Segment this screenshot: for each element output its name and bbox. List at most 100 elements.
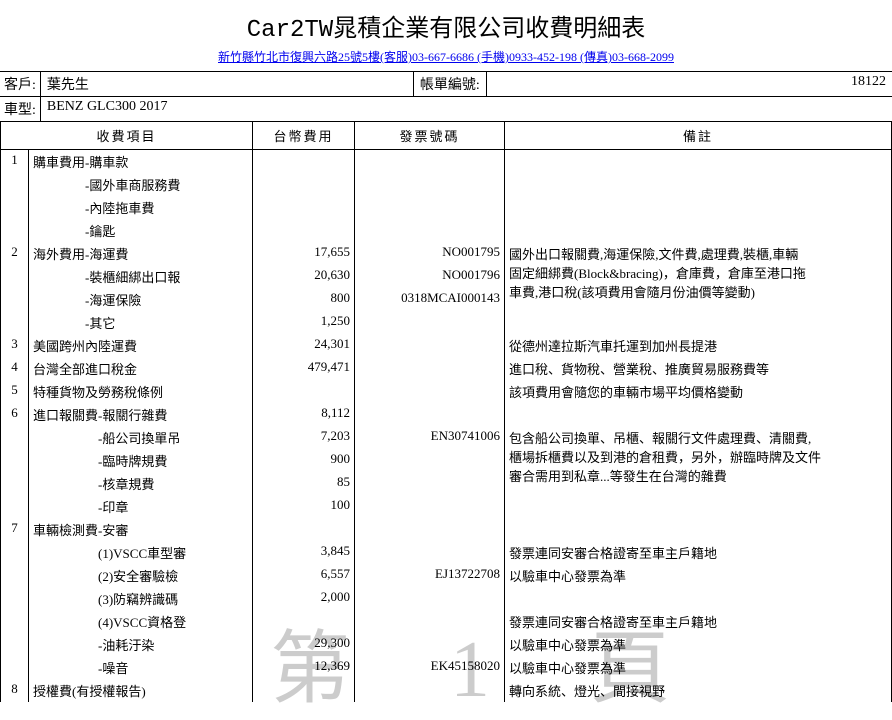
row-item: -裝櫃細綁出口報 — [29, 265, 253, 288]
row-invoice — [355, 449, 505, 472]
row-note — [505, 219, 892, 242]
row-item: -臨時牌規費 — [29, 449, 253, 472]
table-row: -內陸拖車費 — [1, 196, 892, 219]
row-invoice — [355, 610, 505, 633]
table-row: 2海外費用-海運費17,655NO001795國外出口報關費,海運保險,文件費,… — [1, 242, 892, 265]
row-amount: 12,369 — [253, 656, 355, 679]
row-note — [505, 403, 892, 426]
row-item: -國外車商服務費 — [29, 173, 253, 196]
row-amount — [253, 219, 355, 242]
row-invoice — [355, 196, 505, 219]
table-row: (1)VSCC車型審3,845發票連同安審合格證寄至車主戶籍地 — [1, 541, 892, 564]
row-invoice — [355, 311, 505, 334]
row-amount: 479,471 — [253, 357, 355, 380]
customer-value: 葉先生 — [41, 72, 413, 96]
row-number — [1, 219, 29, 242]
row-amount: 29,300 — [253, 633, 355, 656]
customer-label: 客戶: — [0, 72, 41, 96]
invoice-page: Car2TW晁積企業有限公司收費明細表 新竹縣竹北市復興六路25號5樓(客服)0… — [0, 0, 892, 702]
row-number — [1, 541, 29, 564]
row-item: -鑰匙 — [29, 219, 253, 242]
row-invoice — [355, 472, 505, 495]
row-number — [1, 656, 29, 679]
row-item: -船公司換單吊 — [29, 426, 253, 449]
row-note: 發票連同安審合格證寄至車主戶籍地 — [505, 541, 892, 564]
row-amount — [253, 610, 355, 633]
row-number — [1, 426, 29, 449]
row-note — [505, 196, 892, 219]
row-invoice — [355, 541, 505, 564]
row-number: 4 — [1, 357, 29, 380]
row-note — [505, 173, 892, 196]
table-row: 3美國跨州內陸運費24,301從德州達拉斯汽車托運到加州長提港 — [1, 334, 892, 357]
row-number — [1, 633, 29, 656]
row-invoice: 0318MCAI000143 — [355, 288, 505, 311]
row-invoice — [355, 219, 505, 242]
row-item: 美國跨州內陸運費 — [29, 334, 253, 357]
row-invoice — [355, 334, 505, 357]
row-number: 3 — [1, 334, 29, 357]
row-number — [1, 196, 29, 219]
row-item: -油耗汙染 — [29, 633, 253, 656]
table-row: 8授權費(有授權報告)轉向系統、燈光、間接視野 — [1, 679, 892, 702]
row-note: 發票連同安審合格證寄至車主戶籍地 — [505, 610, 892, 633]
table-row: -鑰匙 — [1, 219, 892, 242]
row-amount — [253, 173, 355, 196]
row-item: -內陸拖車費 — [29, 196, 253, 219]
row-number — [1, 311, 29, 334]
row-item: 特種貨物及勞務稅條例 — [29, 380, 253, 403]
row-invoice: EK45158020 — [355, 656, 505, 679]
row-item: (4)VSCC資格登 — [29, 610, 253, 633]
row-item: 進口報關費-報關行雜費 — [29, 403, 253, 426]
row-note — [505, 518, 892, 541]
row-number — [1, 610, 29, 633]
table-header-row: 收費項目 台幣費用 發票號碼 備註 — [1, 122, 892, 150]
table-body: 1購車費用-購車款 -國外車商服務費 -內陸拖車費 -鑰匙2海外費用-海運費17… — [1, 150, 892, 703]
row-invoice — [355, 633, 505, 656]
row-amount: 3,845 — [253, 541, 355, 564]
row-invoice — [355, 150, 505, 174]
table-row: 5特種貨物及勞務稅條例該項費用會隨您的車輛市場平均價格變動 — [1, 380, 892, 403]
row-number — [1, 472, 29, 495]
row-item: 車輛檢測費-安審 — [29, 518, 253, 541]
row-amount: 24,301 — [253, 334, 355, 357]
row-invoice — [355, 380, 505, 403]
row-number — [1, 288, 29, 311]
table-row: (3)防竊辨識碼2,000 — [1, 587, 892, 610]
row-number — [1, 587, 29, 610]
row-number — [1, 265, 29, 288]
header-note: 備註 — [505, 122, 892, 150]
header-item: 收費項目 — [1, 122, 253, 150]
row-note: 國外出口報關費,海運保險,文件費,處理費,裝櫃,車輛固定細綁費(Block&br… — [505, 242, 892, 334]
row-item: (3)防竊辨識碼 — [29, 587, 253, 610]
model-value: BENZ GLC300 2017 — [41, 97, 892, 121]
row-amount: 85 — [253, 472, 355, 495]
row-amount: 8,112 — [253, 403, 355, 426]
row-item: 授權費(有授權報告) — [29, 679, 253, 702]
row-amount: 20,630 — [253, 265, 355, 288]
row-number: 7 — [1, 518, 29, 541]
row-amount — [253, 150, 355, 174]
table-row: -噪音12,369EK45158020以驗車中心發票為準 — [1, 656, 892, 679]
row-number: 1 — [1, 150, 29, 174]
row-number: 6 — [1, 403, 29, 426]
row-invoice — [355, 679, 505, 702]
row-amount: 100 — [253, 495, 355, 518]
row-item: -印章 — [29, 495, 253, 518]
row-note: 以驗車中心發票為準 — [505, 633, 892, 656]
row-amount: 6,557 — [253, 564, 355, 587]
row-note: 進口稅、貨物稅、營業稅、推廣貿易服務費等 — [505, 357, 892, 380]
row-item: 購車費用-購車款 — [29, 150, 253, 174]
table-row: (4)VSCC資格登 發票連同安審合格證寄至車主戶籍地 — [1, 610, 892, 633]
row-invoice: NO001795 — [355, 242, 505, 265]
row-note — [505, 587, 892, 610]
row-number: 8 — [1, 679, 29, 702]
row-invoice — [355, 357, 505, 380]
contact-link[interactable]: 新竹縣竹北市復興六路25號5樓(客服)03-667-6686 (手機)0933-… — [218, 50, 674, 64]
table-row: -船公司換單吊7,203EN30741006包含船公司換單、吊櫃、報關行文件處理… — [1, 426, 892, 449]
row-note: 該項費用會隨您的車輛市場平均價格變動 — [505, 380, 892, 403]
table-row: -國外車商服務費 — [1, 173, 892, 196]
row-invoice — [355, 173, 505, 196]
row-item: -海運保險 — [29, 288, 253, 311]
table-row: -油耗汙染29,300 以驗車中心發票為準 — [1, 633, 892, 656]
